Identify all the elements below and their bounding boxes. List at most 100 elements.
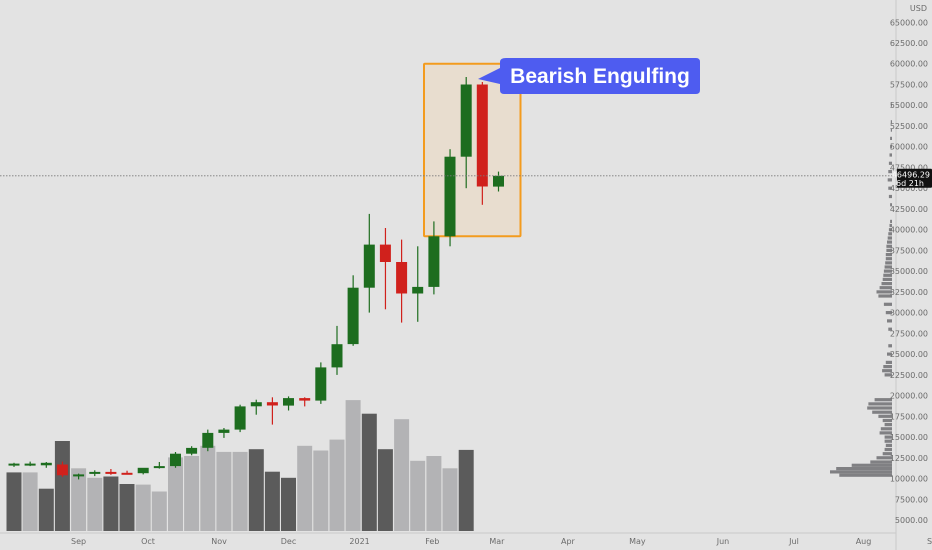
candlestick[interactable] [186, 446, 198, 456]
candle-body-down [396, 262, 408, 294]
candlestick[interactable] [56, 461, 68, 477]
candlestick[interactable] [476, 82, 488, 205]
candlestick[interactable] [379, 228, 391, 310]
candlestick[interactable] [137, 467, 149, 475]
candlestick[interactable] [234, 404, 246, 433]
volume-profile-bar [885, 360, 892, 364]
candlestick[interactable] [153, 462, 165, 469]
volume-profile-bar [881, 282, 892, 286]
candlestick[interactable] [73, 473, 85, 480]
x-tick-label: Aug [856, 537, 872, 546]
volume-profile-bar [888, 228, 892, 232]
volume-bars [6, 400, 474, 531]
x-tick-label: Feb [425, 537, 439, 546]
x-tick-label: Nov [211, 537, 227, 546]
volume-bar [394, 419, 410, 531]
candlesticks[interactable] [8, 77, 505, 480]
candlestick[interactable] [202, 429, 214, 452]
candlestick[interactable] [412, 246, 424, 322]
candlestick[interactable] [363, 213, 375, 313]
candlestick[interactable] [218, 428, 230, 438]
candle-body-up [170, 453, 181, 467]
candle-body-down [105, 471, 117, 474]
volume-profile-bar [888, 232, 892, 236]
callout-text: Bearish Engulfing [510, 65, 690, 88]
volume-profile-bar [879, 286, 892, 290]
candlestick[interactable] [460, 77, 472, 189]
candlestick[interactable] [347, 275, 359, 346]
volume-bar [377, 449, 393, 531]
y-tick-label: 32500.00 [890, 288, 928, 297]
volume-profile-bar [880, 427, 892, 431]
volume-profile-bar [889, 223, 892, 228]
candlestick[interactable] [299, 397, 311, 407]
candlestick[interactable] [428, 221, 440, 295]
volume-bar [119, 484, 135, 531]
candlestick[interactable] [493, 171, 504, 192]
volume-profile-bar [884, 373, 892, 377]
candlestick[interactable] [331, 325, 343, 375]
x-tick-label: Jul [788, 537, 799, 546]
volume-profile-bar [889, 153, 892, 157]
volume-profile-bar [884, 439, 892, 443]
volume-profile-bar [883, 269, 892, 273]
volume-profile-bar [883, 365, 892, 369]
candlestick[interactable] [444, 149, 456, 247]
candle-body-up [24, 463, 36, 466]
volume-bar [200, 445, 216, 531]
volume-profile-bar [887, 178, 892, 182]
candle-body-up [137, 467, 149, 474]
candle-body-up [493, 175, 504, 187]
x-tick-label: Jun [716, 537, 730, 546]
y-tick-label: 17500.00 [890, 412, 928, 421]
candle-body-down [299, 398, 311, 401]
candlestick[interactable] [250, 399, 262, 415]
y-tick-label: 10000.00 [890, 475, 928, 484]
candle-body-up [460, 84, 472, 157]
volume-bar [297, 445, 313, 531]
volume-bar [458, 449, 474, 531]
x-tick-label: Mar [489, 537, 505, 546]
candlestick[interactable] [105, 469, 117, 475]
y-tick-label: 5000.00 [895, 516, 928, 525]
x-tick-label: Sep [71, 537, 86, 546]
volume-profile-bar [890, 145, 892, 149]
candlestick[interactable] [283, 396, 294, 411]
candlestick[interactable] [121, 470, 133, 475]
volume-profile-bar [878, 414, 892, 418]
candle-body-up [89, 471, 101, 474]
volume-profile-bar [887, 352, 892, 356]
candlestick[interactable] [40, 462, 52, 468]
candlestick[interactable] [396, 239, 408, 323]
volume-profile-bar [872, 410, 892, 414]
volume-bar [426, 456, 442, 531]
candlestick[interactable] [8, 462, 20, 467]
candlestick[interactable] [24, 461, 36, 467]
y-tick-label: 42500.00 [890, 205, 928, 214]
volume-profile-bar [885, 253, 892, 257]
volume-profile-bar [885, 257, 892, 261]
candlestick[interactable] [89, 470, 101, 477]
volume-profile-bar [882, 277, 892, 281]
candle-countdown-label: 6d 21h [896, 179, 924, 188]
y-tick-label: 50000.00 [890, 143, 928, 152]
volume-bar [345, 400, 361, 531]
volume-profile-bar [884, 423, 892, 427]
volume-bar [103, 476, 119, 531]
annotation-callout: Bearish Engulfing [478, 58, 700, 94]
volume-profile-bar [883, 302, 892, 306]
candlestick[interactable] [266, 397, 278, 425]
candle-body-down [379, 244, 391, 262]
candle-body-up [283, 398, 294, 406]
volume-profile-bar [884, 447, 892, 452]
candlestick[interactable] [170, 452, 181, 468]
volume-profile-bar [882, 369, 892, 373]
y-tick-label: 47500.00 [890, 163, 928, 172]
volume-profile-bar [884, 435, 892, 439]
candlestick[interactable] [315, 362, 327, 404]
volume-profile-bar [886, 244, 892, 248]
volume-bar [168, 457, 183, 531]
y-tick-label: 60000.00 [890, 60, 928, 69]
volume-bar [442, 468, 458, 531]
